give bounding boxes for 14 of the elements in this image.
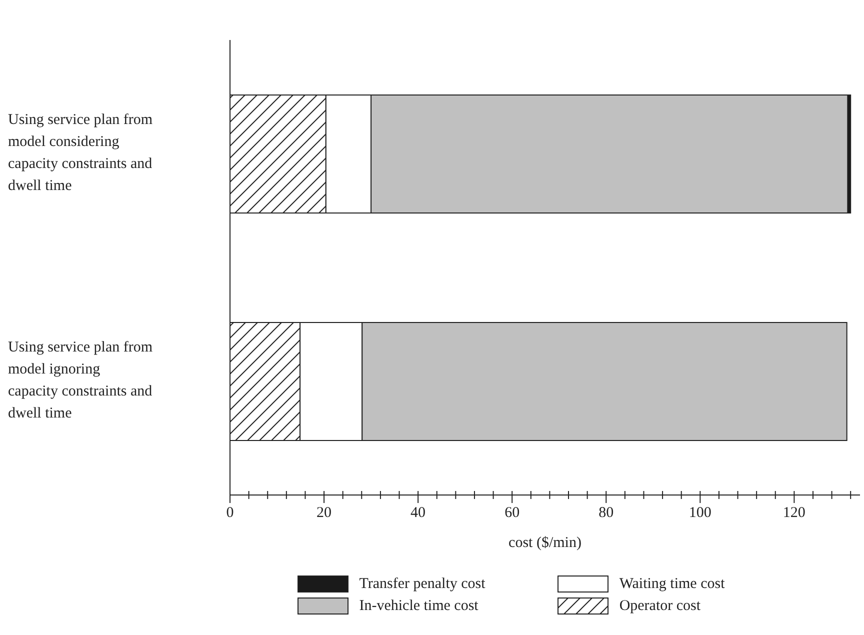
x-tick-label: 20	[316, 505, 332, 521]
x-tick-label: 100	[688, 505, 712, 521]
legend-label: In-vehicle time cost	[359, 598, 478, 614]
x-axis-title: cost ($/min)	[508, 535, 582, 551]
y-tick-label: Using service plan from model ignoring capacity constraints and dwell time	[8, 340, 153, 422]
legend-label: Transfer penalty cost	[359, 576, 486, 592]
x-tick-label: 40	[410, 505, 426, 521]
x-tick-label: 60	[504, 505, 520, 521]
x-tick-label: 80	[598, 505, 614, 521]
y-tick-label: Using service plan from model considering capacity constraints and dwell time	[8, 112, 153, 194]
x-tick-label: 0	[226, 505, 234, 521]
x-tick-label: 120	[782, 505, 806, 521]
legend-label: Operator cost	[619, 598, 701, 614]
legend-label: Waiting time cost	[619, 576, 725, 592]
